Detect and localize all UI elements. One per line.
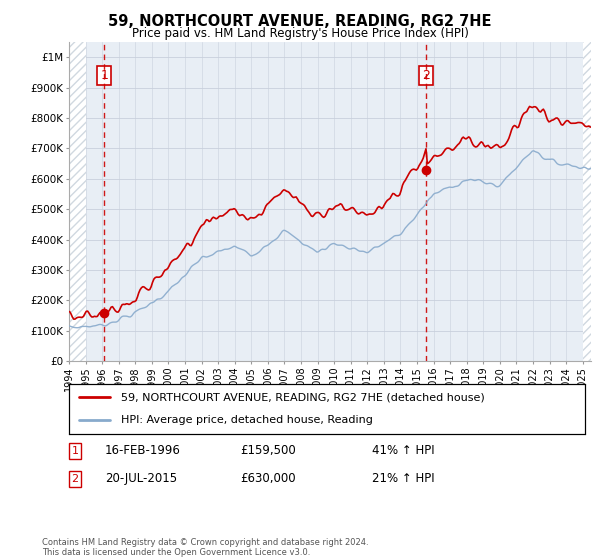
Text: 1: 1: [100, 69, 108, 82]
Text: 59, NORTHCOURT AVENUE, READING, RG2 7HE: 59, NORTHCOURT AVENUE, READING, RG2 7HE: [108, 14, 492, 29]
Bar: [69, 42, 86, 361]
Text: HPI: Average price, detached house, Reading: HPI: Average price, detached house, Read…: [121, 416, 373, 426]
Text: 2: 2: [422, 69, 430, 82]
Text: 41% ↑ HPI: 41% ↑ HPI: [372, 444, 434, 458]
Text: Contains HM Land Registry data © Crown copyright and database right 2024.
This d: Contains HM Land Registry data © Crown c…: [42, 538, 368, 557]
Text: 21% ↑ HPI: 21% ↑ HPI: [372, 472, 434, 486]
Text: 1: 1: [71, 446, 79, 456]
Text: 59, NORTHCOURT AVENUE, READING, RG2 7HE (detached house): 59, NORTHCOURT AVENUE, READING, RG2 7HE …: [121, 392, 484, 402]
Bar: [583, 42, 591, 361]
Text: 2: 2: [71, 474, 79, 484]
Text: 16-FEB-1996: 16-FEB-1996: [105, 444, 181, 458]
Text: £159,500: £159,500: [240, 444, 296, 458]
Text: Price paid vs. HM Land Registry's House Price Index (HPI): Price paid vs. HM Land Registry's House …: [131, 27, 469, 40]
Text: £630,000: £630,000: [240, 472, 296, 486]
Text: 20-JUL-2015: 20-JUL-2015: [105, 472, 177, 486]
